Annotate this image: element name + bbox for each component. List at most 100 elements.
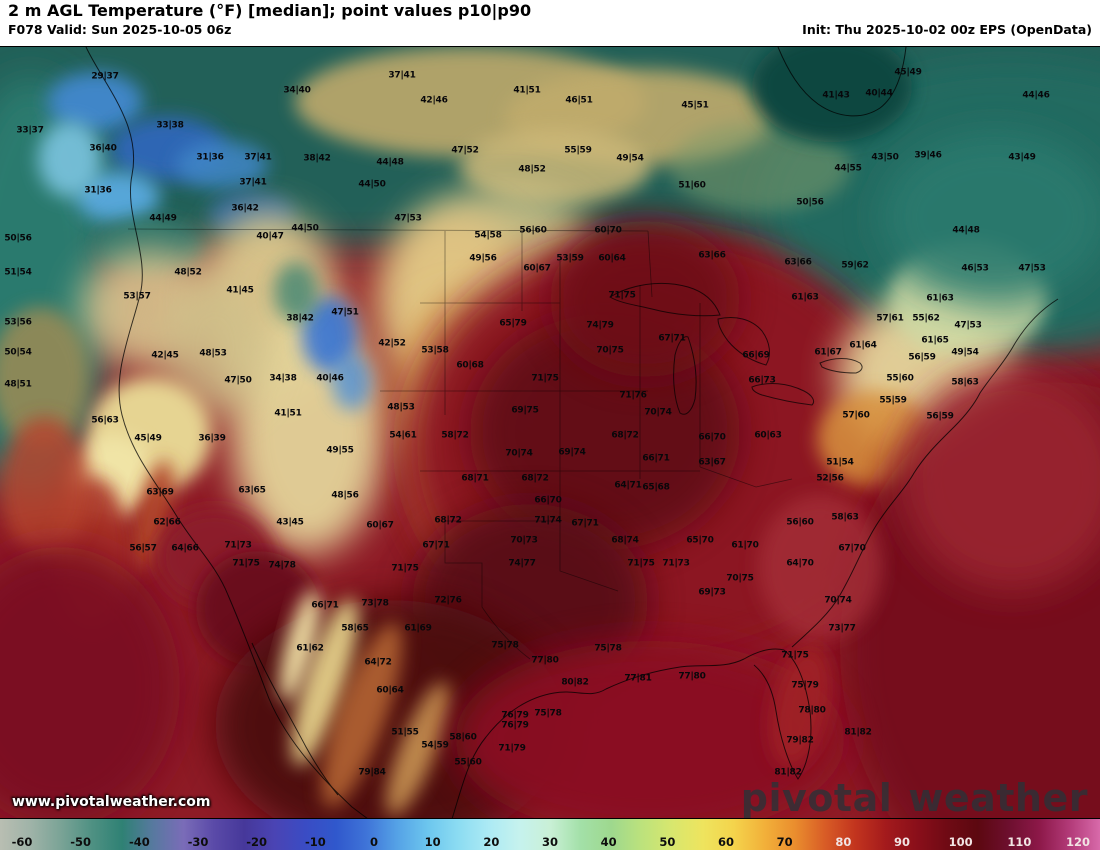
point-value: 75|78 [491, 640, 519, 651]
point-value: 61|65 [921, 335, 949, 346]
point-value: 61|67 [814, 347, 842, 358]
point-value: 81|82 [844, 727, 872, 738]
point-value: 78|80 [798, 705, 826, 716]
point-value: 57|60 [842, 410, 870, 421]
point-value: 55|60 [886, 373, 914, 384]
point-value: 41|45 [226, 285, 254, 296]
temperature-map: 29|37 34|40 37|41 42|46 41|51 46|51 45|51 41|43… [0, 46, 1100, 818]
point-value: 42|52 [378, 338, 406, 349]
point-value: 47|51 [331, 307, 359, 318]
point-value: 42|45 [151, 350, 179, 361]
point-value: 61|63 [791, 292, 819, 303]
point-value: 71|74 [534, 515, 562, 526]
point-value: 77|80 [531, 655, 559, 666]
point-value: 68|71 [461, 473, 489, 484]
point-value: 44|46 [1022, 90, 1050, 101]
point-value: 49|56 [469, 253, 497, 264]
point-value: 60|68 [456, 360, 484, 371]
colorbar-tick: -10 [304, 835, 326, 850]
point-value: 53|56 [4, 317, 32, 328]
point-value: 54|59 [421, 740, 449, 751]
map-title: 2 m AGL Temperature (°F) [median]; point… [8, 1, 532, 20]
point-value: 60|70 [594, 225, 622, 236]
point-value: 47|52 [451, 145, 479, 156]
point-value: 56|60 [786, 517, 814, 528]
coastlines [85, 47, 1059, 818]
point-value: 68|72 [521, 473, 549, 484]
point-value: 75|78 [594, 643, 622, 654]
point-value: 71|75 [608, 290, 636, 301]
point-value: 48|56 [331, 490, 359, 501]
point-value: 37|41 [244, 152, 272, 163]
point-value: 74|79 [586, 320, 614, 331]
colorbar-tick: -20 [246, 835, 268, 850]
point-value: 66|70 [698, 432, 726, 443]
watermark-url: www.pivotalweather.com [12, 794, 211, 810]
colorbar-tick: 50 [659, 835, 676, 850]
point-value: 63|69 [146, 487, 174, 498]
point-value: 79|82 [786, 735, 814, 746]
point-value: 33|38 [156, 120, 184, 131]
point-value: 61|69 [404, 623, 432, 634]
point-value: 34|40 [283, 85, 311, 96]
point-value: 70|74 [824, 595, 852, 606]
point-value: 61|70 [731, 540, 759, 551]
point-value: 53|59 [556, 253, 584, 264]
point-value: 68|72 [434, 515, 462, 526]
point-value: 47|53 [954, 320, 982, 331]
point-value: 66|73 [748, 375, 776, 386]
point-value: 60|67 [523, 263, 551, 274]
point-value: 37|41 [239, 177, 267, 188]
point-value: 60|64 [598, 253, 626, 264]
colorbar-tick: -60 [11, 835, 33, 850]
point-value: 68|74 [611, 535, 639, 546]
point-value: 41|51 [513, 85, 541, 96]
point-value: 69|75 [511, 405, 539, 416]
point-value: 70|73 [510, 535, 538, 546]
point-value: 56|59 [926, 411, 954, 422]
point-value: 65|68 [642, 482, 670, 493]
colorbar-tick: 120 [1065, 835, 1091, 850]
point-value: 63|66 [698, 250, 726, 261]
point-value: 36|42 [231, 203, 259, 214]
point-value: 63|66 [784, 257, 812, 268]
point-value: 43|50 [871, 152, 899, 163]
point-value: 74|78 [268, 560, 296, 571]
point-value: 51|55 [391, 727, 419, 738]
point-value: 63|67 [698, 457, 726, 468]
point-value: 75|78 [534, 708, 562, 719]
point-value: 49|55 [326, 445, 354, 456]
point-value: 80|82 [561, 677, 589, 688]
point-value: 68|72 [611, 430, 639, 441]
point-value: 77|81 [624, 673, 652, 684]
point-value: 39|46 [914, 150, 942, 161]
point-value: 45|49 [894, 67, 922, 78]
colorbar-tick: 0 [369, 835, 379, 850]
colorbar-tick: 30 [541, 835, 559, 850]
point-value: 73|78 [361, 598, 389, 609]
point-value: 34|38 [269, 373, 297, 384]
point-value: 47|50 [224, 375, 252, 386]
point-value: 73|77 [828, 623, 856, 634]
pivotal-weather-logo: pivotal weather [741, 779, 1088, 817]
logo-word-weather: weather [908, 776, 1088, 818]
point-value: 57|61 [876, 313, 904, 324]
point-value: 71|75 [627, 558, 655, 569]
point-value: 62|66 [153, 517, 181, 528]
logo-word-pivotal: pivotal [740, 776, 893, 818]
great-lakes-outlines [609, 282, 863, 415]
point-value: 55|59 [564, 145, 592, 156]
colorbar-tick: 110 [1007, 835, 1032, 850]
point-value: 31|36 [84, 185, 112, 196]
point-value: 81|82 [774, 767, 802, 778]
colorbar-tick: 40 [600, 835, 617, 850]
point-value: 55|60 [454, 757, 482, 768]
point-value: 67|70 [838, 543, 866, 554]
point-value: 65|79 [499, 318, 527, 329]
init-time-label: Init: Thu 2025-10-02 00z EPS (OpenData) [802, 22, 1092, 37]
colorbar-tick: 80 [835, 835, 852, 850]
point-value: 36|39 [198, 433, 226, 444]
point-value: 51|54 [4, 267, 32, 278]
colorbar-tick: 20 [483, 835, 500, 850]
point-value: 45|51 [681, 100, 709, 111]
